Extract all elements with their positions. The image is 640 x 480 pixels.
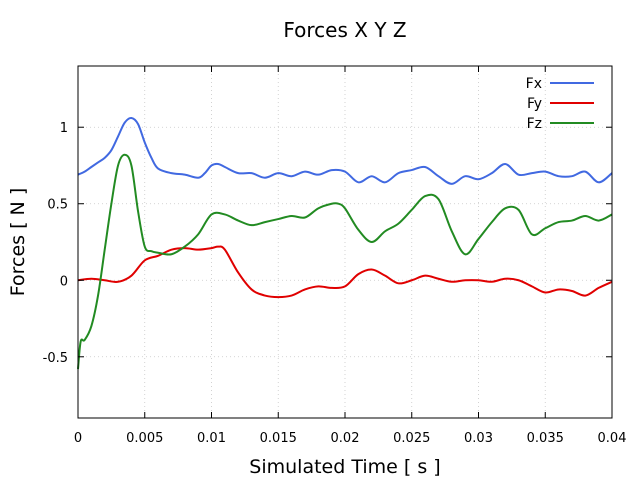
x-tick-label: 0.02 <box>331 431 360 446</box>
x-axis-label: Simulated Time [ s ] <box>249 456 440 478</box>
x-tick-label: 0.04 <box>598 431 627 446</box>
x-tick-label: 0.01 <box>197 431 226 446</box>
axis-ticks: 0 0.005 0.01 0.015 0.02 0.025 0.03 0.035 0.04 -0.… <box>43 66 627 446</box>
chart-title: Forces X Y Z <box>283 18 406 42</box>
series-lines <box>77 117 613 370</box>
x-tick-label: 0.015 <box>260 431 297 446</box>
series-line-fy <box>77 245 613 299</box>
y-tick-label: -0.5 <box>43 351 68 366</box>
legend-label-fx: Fx <box>526 76 542 92</box>
series-line-fx <box>77 117 613 185</box>
x-tick-label: 0 <box>74 431 82 446</box>
x-tick-label: 0.035 <box>527 431 564 446</box>
y-tick-label: 0.5 <box>47 198 68 213</box>
y-tick-label: 0 <box>60 274 68 289</box>
legend-label-fy: Fy <box>527 96 542 112</box>
y-tick-label: 1 <box>60 121 68 136</box>
x-tick-label: 0.005 <box>126 431 163 446</box>
grid <box>77 66 613 418</box>
y-axis-label: Forces [ N ] <box>7 188 29 296</box>
legend-label-fz: Fz <box>527 116 542 132</box>
x-tick-label: 0.03 <box>464 431 493 446</box>
series-line-fz <box>77 153 613 370</box>
legend: Fx Fy Fz <box>526 76 594 132</box>
x-tick-label: 0.025 <box>393 431 430 446</box>
